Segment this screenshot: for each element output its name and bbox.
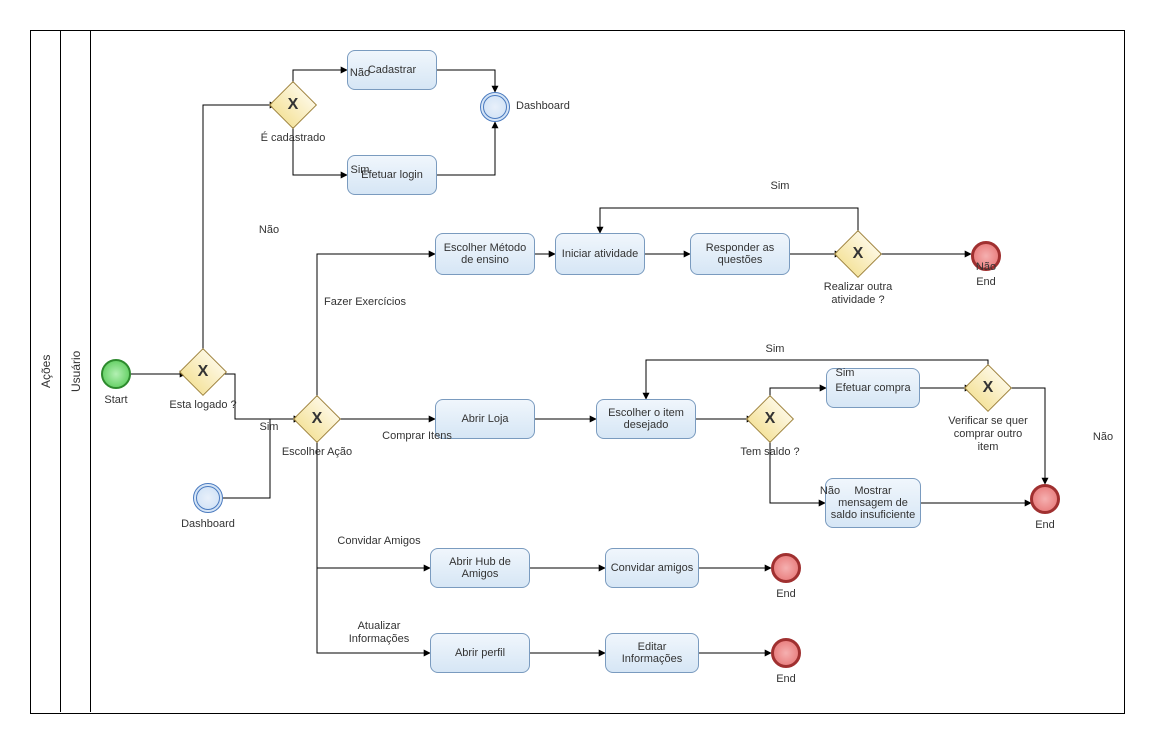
edge-label-gw_log-gw_acao: Sim — [224, 421, 314, 434]
gateway-x-icon: X — [983, 379, 994, 397]
edge-label-gw_log-gw_cad: Não — [224, 224, 314, 237]
gateway-label-gw_acao: Escolher Ação — [275, 446, 359, 459]
edge-label-gw_saldo-efetuar_compra: Sim — [800, 367, 890, 380]
gateway-x-icon: X — [198, 363, 209, 381]
edge-label-gw_acao-abrir_loja: Comprar Itens — [372, 430, 462, 443]
gateway-x-icon: X — [288, 96, 299, 114]
event-label-end3: End — [746, 588, 826, 601]
task-iniciar: Iniciar atividade — [555, 233, 645, 275]
task-convidar: Convidar amigos — [605, 548, 699, 588]
event-label-start: Start — [76, 394, 156, 407]
edge-label-gw_saldo-msg_saldo: Não — [785, 485, 875, 498]
gateway-x-icon: X — [853, 245, 864, 263]
lane-separator-2 — [90, 30, 91, 712]
task-abrir_hub: Abrir Hub de Amigos — [430, 548, 530, 588]
task-editar: Editar Informações — [605, 633, 699, 673]
end-event-end4 — [771, 638, 801, 668]
edge-label-gw_outra-iniciar: Sim — [735, 180, 825, 193]
start-event-start — [101, 359, 131, 389]
edge-label-gw_outra-end1: Não — [941, 261, 1031, 274]
task-responder: Responder as questões — [690, 233, 790, 275]
intermediate-event-dash1 — [480, 92, 510, 122]
gateway-label-gw_saldo: Tem saldo ? — [728, 446, 812, 459]
task-escolher_item: Escolher o item desejado — [596, 399, 696, 439]
end-event-end3 — [771, 553, 801, 583]
gateway-label-gw_outra: Realizar outra atividade ? — [816, 281, 900, 307]
edge-label-gw_acao-escolher_metodo: Fazer Exercícios — [320, 296, 410, 309]
task-escolher_metodo: Escolher Método de ensino — [435, 233, 535, 275]
edge-label-gw_outro_item-end2: Não — [1058, 431, 1148, 444]
gateway-label-gw_outro_item: Verificar se quer comprar outro item — [946, 415, 1030, 455]
bpmn-canvas: Ações Usuário Start X Esta logado ? Dashboa… — [0, 0, 1153, 742]
gateway-label-gw_log: Esta logado ? — [161, 399, 245, 412]
lane-title-acoes: Ações — [30, 30, 61, 712]
event-label-dash2: Dashboard — [168, 518, 248, 531]
gateway-label-gw_cad: É cadastrado — [251, 132, 335, 145]
event-label-end4: End — [746, 673, 826, 686]
lane-separator — [60, 30, 61, 712]
task-abrir_perfil: Abrir perfil — [430, 633, 530, 673]
event-label-dash1: Dashboard — [516, 100, 596, 113]
event-label-end1: End — [946, 276, 1026, 289]
edge-label-gw_acao-abrir_hub: Convidar Amigos — [334, 535, 424, 548]
intermediate-event-dash2 — [193, 483, 223, 513]
edge-label-gw_acao-abrir_perfil: Atualizar Informações — [334, 620, 424, 646]
gateway-x-icon: X — [765, 410, 776, 428]
edge-label-gw_outro_item-escolher_item: Sim — [730, 343, 820, 356]
edge-label-gw_cad-login: Sim — [315, 164, 405, 177]
event-label-end2: End — [1005, 519, 1085, 532]
end-event-end2 — [1030, 484, 1060, 514]
edge-label-gw_cad-cadastrar: Não — [315, 67, 405, 80]
lane-title-usuario: Usuário — [60, 30, 91, 712]
